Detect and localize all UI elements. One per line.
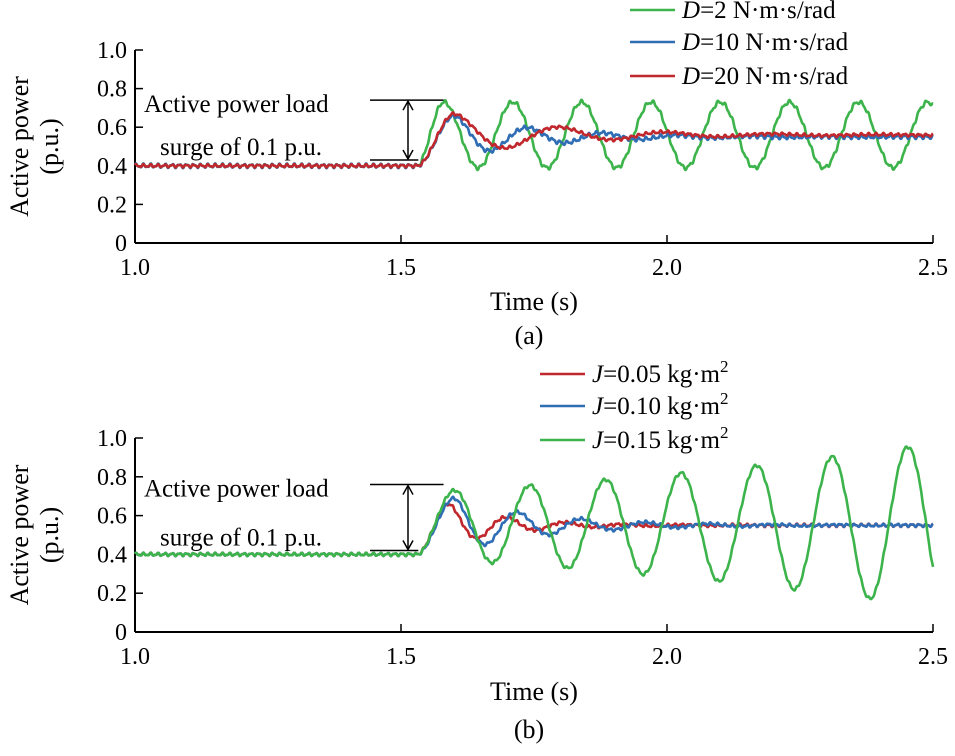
y-tick-label: 1.0	[97, 426, 127, 452]
legend-entry: J=0.10 kg·m2	[592, 389, 728, 420]
chart-panel-a: 0 0.2 0.4 0.6 0.8 1.0 1.0 1.5 2.0 2.5 Time (s) Acti…	[5, 0, 948, 350]
annotation-text-line1: Active power load	[144, 91, 329, 118]
x-tick-label: 2.5	[918, 644, 948, 670]
y-tick-label: 0.8	[97, 465, 127, 491]
x-tick-label: 1.5	[386, 255, 416, 281]
y-axis-label-unit: (p.u.)	[35, 118, 64, 174]
annotation-text-line1: Active power load	[144, 476, 329, 503]
y-axis-label: Active power	[5, 464, 34, 605]
series-line-red	[133, 111, 934, 169]
y-axis-label-unit: (p.u.)	[35, 507, 64, 563]
legend-entry: J=0.15 kg·m2	[592, 423, 728, 454]
x-tick-label: 2.0	[652, 644, 682, 670]
x-axis-label: Time (s)	[490, 287, 578, 316]
legend-entry: D=2 N·m·s/rad	[681, 0, 836, 24]
legend-entry: D=20 N·m·s/rad	[681, 63, 849, 90]
x-tick-label: 2.5	[918, 255, 948, 281]
panel-label: (b)	[514, 715, 544, 744]
y-tick-label: 0.2	[97, 581, 127, 607]
y-axis-label: Active power	[5, 76, 34, 217]
x-axis-label: Time (s)	[490, 677, 578, 706]
y-tick-label: 0	[115, 231, 127, 257]
arrow-head-down-icon	[402, 540, 414, 552]
y-tick-label: 0.6	[97, 115, 127, 141]
annotation: Active power load surge of 0.1 p.u.	[144, 91, 444, 161]
legend-entry: D=10 N·m·s/rad	[681, 29, 849, 56]
y-tick-label: 0.2	[97, 192, 127, 218]
annotation-text-line2: surge of 0.1 p.u.	[160, 134, 322, 161]
annotation: Active power load surge of 0.1 p.u.	[144, 476, 444, 552]
y-tick-label: 1.0	[97, 38, 127, 64]
arrow-head-up-icon	[402, 484, 414, 495]
x-tick-label: 1.0	[120, 644, 150, 670]
y-tick-label: 0.8	[97, 77, 127, 103]
legend-entry: J=0.05 kg·m2	[592, 357, 728, 388]
arrow-head-up-icon	[402, 99, 414, 111]
x-tick-label: 1.0	[120, 255, 150, 281]
y-tick-label: 0.6	[97, 504, 127, 530]
series-line-green	[133, 445, 935, 601]
chart-panel-b: 0 0.2 0.4 0.6 0.8 1.0 1.0 1.5 2.0 2.5 Time (s) Acti…	[5, 357, 948, 744]
y-tick-label: 0.4	[97, 542, 127, 568]
x-tick-label: 1.5	[386, 644, 416, 670]
arrow-head-down-icon	[402, 149, 414, 161]
y-tick-label: 0.4	[97, 154, 127, 180]
panel-label: (a)	[515, 321, 544, 350]
annotation-text-line2: surge of 0.1 p.u.	[160, 525, 322, 552]
x-tick-label: 2.0	[652, 255, 682, 281]
y-tick-label: 0	[115, 620, 127, 646]
